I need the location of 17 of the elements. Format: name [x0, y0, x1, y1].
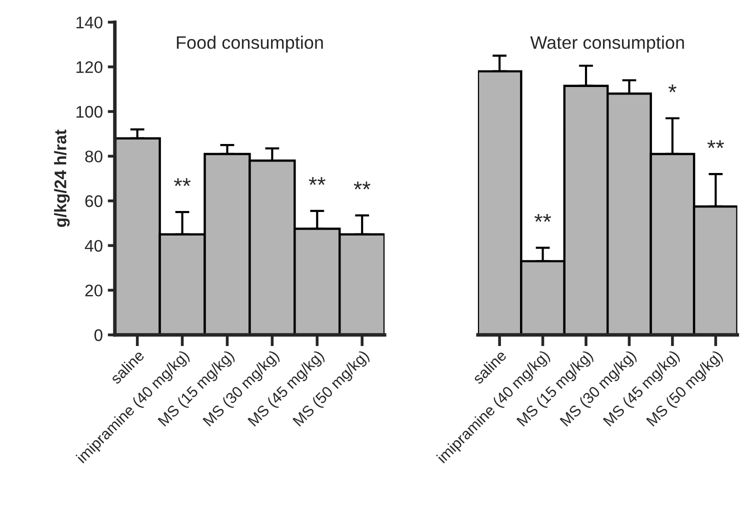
annotation: ** — [308, 177, 326, 185]
text: Water consumption — [530, 36, 684, 52]
y-axis-title: g/kg/24 h/rat — [54, 130, 70, 227]
y-tick-label: 120 — [76, 61, 102, 74]
y-tick-label: 0 — [94, 329, 102, 342]
y-tick-label: 40 — [84, 240, 102, 252]
annotation: ** — [354, 182, 370, 190]
annotation: * — [668, 84, 676, 92]
y-tick-label: 60 — [85, 195, 102, 208]
y-tick-label: 80 — [85, 150, 102, 162]
annotation: ** — [174, 178, 191, 186]
annotation: ** — [534, 214, 552, 222]
annotation: ** — [707, 140, 724, 148]
y-tick-label: 100 — [76, 106, 102, 118]
y-tick-label: 20 — [85, 284, 102, 296]
y-tick-label: 140 — [76, 16, 102, 28]
text: Food consumption — [176, 36, 323, 52]
